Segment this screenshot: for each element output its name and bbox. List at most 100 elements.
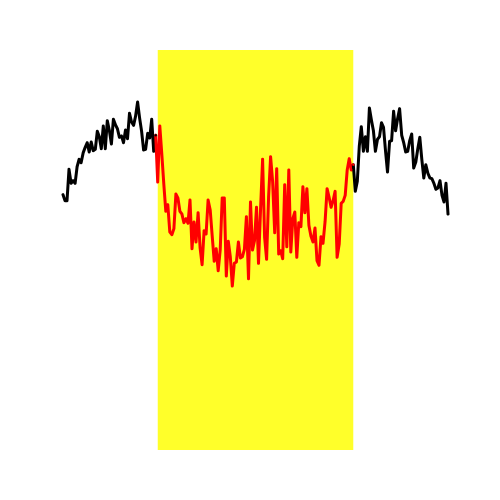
data-point <box>128 112 131 115</box>
data-point <box>229 255 232 258</box>
data-point <box>82 151 85 154</box>
data-point <box>63 199 67 202</box>
data-point <box>156 180 159 184</box>
data-point <box>251 248 254 252</box>
data-point <box>166 203 169 206</box>
data-point <box>71 179 75 182</box>
data-point <box>241 255 244 258</box>
data-point <box>102 124 105 128</box>
data-point <box>293 210 296 214</box>
data-point <box>194 240 198 244</box>
data-point <box>213 260 216 263</box>
data-point <box>98 135 101 138</box>
data-point <box>350 168 353 172</box>
data-point <box>392 110 395 113</box>
data-point <box>186 222 190 225</box>
data-point <box>263 236 266 239</box>
data-point <box>112 118 115 121</box>
data-point <box>364 135 367 138</box>
data-point <box>104 147 107 150</box>
data-point <box>75 165 79 168</box>
data-point <box>235 260 238 264</box>
data-point <box>154 134 157 137</box>
data-point <box>269 155 272 158</box>
data-point <box>382 126 385 129</box>
data-point <box>140 130 143 133</box>
data-point <box>354 190 357 193</box>
data-point <box>400 134 403 137</box>
data-point <box>348 157 351 160</box>
data-point <box>426 172 430 175</box>
data-point <box>311 240 315 244</box>
data-point <box>299 225 303 228</box>
data-point <box>376 138 379 141</box>
data-point <box>378 135 381 138</box>
data-point <box>108 129 111 132</box>
data-point <box>414 160 417 164</box>
data-point <box>162 182 165 186</box>
data-point <box>170 233 174 236</box>
data-point <box>142 148 145 152</box>
data-point <box>168 230 171 234</box>
data-point <box>297 221 300 224</box>
data-point <box>394 129 397 132</box>
data-point <box>396 117 399 120</box>
data-point <box>434 188 438 191</box>
data-point <box>136 100 139 104</box>
data-point <box>277 252 280 256</box>
data-point <box>317 264 321 267</box>
data-point <box>65 199 69 202</box>
data-point <box>221 196 224 200</box>
data-point <box>430 177 434 180</box>
data-point <box>305 187 309 190</box>
data-point <box>204 232 208 236</box>
data-point <box>88 150 91 154</box>
data-point <box>67 168 71 171</box>
data-point <box>118 136 121 139</box>
data-point <box>291 217 294 220</box>
data-point <box>386 170 389 174</box>
data-point <box>352 163 355 166</box>
data-point <box>94 148 97 151</box>
data-point <box>323 220 327 223</box>
data-point <box>180 212 184 216</box>
data-point <box>340 202 343 205</box>
data-point <box>73 182 77 185</box>
data-point <box>289 250 292 254</box>
data-point <box>206 198 210 202</box>
data-point <box>231 284 234 288</box>
data-point <box>77 158 81 161</box>
data-point <box>321 242 325 245</box>
data-point <box>279 249 282 252</box>
data-point <box>96 130 99 133</box>
data-point <box>174 192 178 196</box>
data-point <box>432 182 436 185</box>
data-point <box>172 227 176 230</box>
data-point <box>315 259 319 262</box>
data-point <box>124 128 127 132</box>
data-point <box>90 140 93 144</box>
data-point <box>273 231 276 234</box>
highlight-band-layer <box>157 50 354 450</box>
data-point <box>295 256 298 259</box>
data-point <box>106 119 109 122</box>
data-point <box>158 124 161 128</box>
data-point <box>144 148 147 151</box>
data-point <box>84 146 87 149</box>
data-point <box>275 167 278 170</box>
data-point <box>148 136 151 140</box>
data-point <box>247 277 250 280</box>
data-point <box>182 221 186 224</box>
data-point <box>192 220 196 224</box>
data-point <box>200 263 204 266</box>
data-point <box>329 206 333 209</box>
data-point <box>120 134 123 138</box>
data-point <box>255 206 258 209</box>
data-point <box>444 182 448 185</box>
data-point <box>69 182 73 185</box>
data-point <box>358 144 361 148</box>
data-point <box>325 187 329 190</box>
data-point <box>283 183 286 186</box>
data-point <box>92 149 95 152</box>
data-point <box>126 137 129 140</box>
